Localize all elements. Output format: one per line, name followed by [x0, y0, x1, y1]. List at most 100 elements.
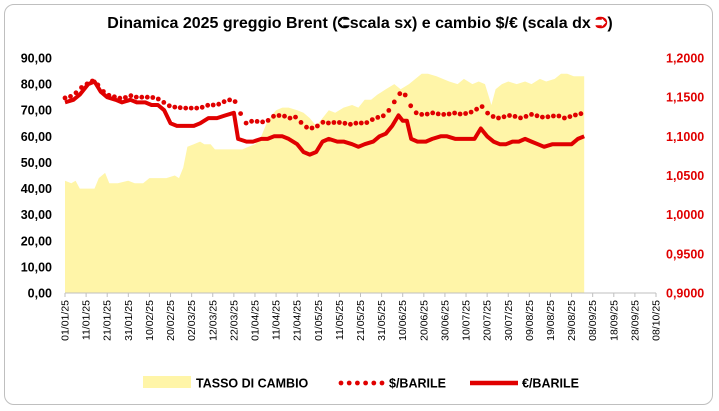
dollar-barile-point [468, 109, 474, 115]
dollar-barile-point [479, 104, 485, 109]
x-tick-label: 19/08/25 [545, 300, 557, 341]
dollar-barile-point [232, 99, 238, 104]
dollar-barile-point [309, 125, 315, 131]
dollar-barile-point [452, 110, 457, 116]
dollar-barile-point [210, 102, 216, 108]
dollar-barile-point [249, 118, 255, 124]
dollar-barile-point [446, 111, 452, 117]
dollar-barile-point [150, 95, 156, 100]
x-tick-label: 11/01/25 [81, 300, 93, 340]
x-tick-label: 08/09/25 [587, 300, 599, 341]
dollar-barile-point [331, 120, 337, 125]
y-left-tick-label: 0,00 [28, 287, 52, 301]
dollar-barile-point [282, 113, 287, 119]
dollar-barile-point [337, 120, 342, 125]
x-tick-label: 18/09/25 [608, 300, 620, 341]
dollar-barile-point [221, 99, 227, 105]
x-tick-label: 21/04/25 [292, 300, 304, 341]
dollar-barile-point [155, 96, 161, 102]
dollar-barile-point [457, 111, 463, 117]
dollar-barile-point [567, 114, 573, 119]
x-tick-label: 01/01/25 [60, 300, 72, 341]
y-right-tick-label: 1,1000 [666, 130, 704, 144]
y-left-tick-label: 40,00 [21, 182, 52, 196]
legend-label-tasso: TASSO DI CAMBIO [196, 377, 309, 391]
dollar-barile-point [562, 115, 567, 121]
dollar-barile-point [441, 112, 447, 117]
dollar-barile-point [364, 120, 370, 125]
x-tick-label: 10/06/25 [397, 300, 409, 341]
dollar-barile-point [419, 112, 425, 117]
x-tick-label: 01/04/25 [249, 300, 261, 341]
dollar-barile-point [172, 104, 178, 110]
x-tick-label: 21/01/25 [102, 300, 114, 341]
dollar-barile-point [474, 106, 479, 112]
dollar-barile-point [166, 103, 172, 109]
dollar-barile-point [287, 115, 293, 121]
dollar-barile-point [227, 97, 233, 103]
dollar-barile-point [463, 111, 468, 116]
plot-area [62, 73, 585, 293]
x-tick-label: 09/08/25 [524, 300, 536, 341]
dollar-barile-point [496, 115, 501, 121]
y-left-tick-label: 70,00 [21, 104, 52, 118]
dollar-barile-point [243, 120, 249, 126]
dollar-barile-point [304, 124, 309, 130]
dollar-barile-point [260, 119, 265, 125]
dollar-barile-point [529, 112, 534, 117]
x-tick-label: 11/05/25 [334, 300, 346, 340]
dollar-barile-point [435, 111, 441, 117]
y-left-tick-label: 50,00 [21, 156, 52, 170]
dollar-barile-point [369, 117, 375, 122]
dollar-barile-point [430, 110, 436, 116]
dollar-barile-point [534, 113, 540, 119]
dollar-barile-point [188, 105, 194, 111]
dollar-barile-point [298, 120, 304, 125]
x-tick-label: 31/05/25 [376, 300, 388, 341]
y-right-tick-label: 1,2000 [666, 52, 704, 66]
dollar-barile-point [413, 110, 419, 116]
dollar-barile-point [386, 108, 392, 113]
legend-label-euro: €/BARILE [522, 377, 579, 391]
dollar-barile-point [68, 94, 73, 99]
chart-title-part-1: Dinamica 2025 greggio Brent ( [107, 15, 338, 32]
dollar-barile-point [139, 94, 145, 100]
legend-swatch-dot [346, 380, 352, 386]
x-tick-label: 22/03/25 [228, 300, 240, 341]
series-euro-barile-line [64, 79, 585, 157]
dollar-barile-point [512, 114, 518, 119]
dollar-barile-point [507, 113, 512, 118]
dollar-barile-point [380, 113, 386, 119]
dollar-barile-point [326, 120, 331, 126]
y-right-tick-label: 0,9000 [666, 287, 704, 301]
x-tick-label: 30/06/25 [439, 300, 451, 341]
x-tick-label: 01/05/25 [313, 300, 325, 341]
dollar-barile-point [123, 95, 128, 100]
dollar-barile-point [62, 95, 68, 101]
dollar-barile-point [501, 114, 507, 120]
x-tick-label: 02/03/25 [186, 300, 198, 341]
dollar-barile-point [545, 114, 551, 120]
legend-swatch-area [143, 376, 191, 388]
dollar-barile-point [265, 118, 271, 123]
x-tick-label: 10/07/25 [461, 300, 473, 341]
dollar-barile-point [358, 120, 364, 126]
axes: 0,00 10,00 20,00 30,00 40,00 50,00 60,00 70,00 8… [21, 52, 705, 341]
x-tick-label: 28/09/25 [629, 300, 641, 341]
dollar-barile-point [320, 119, 326, 125]
dollar-barile-point [342, 120, 348, 126]
x-tick-label: 30/07/25 [503, 300, 515, 341]
dollar-barile-point [177, 105, 183, 111]
dollar-barile-point [353, 120, 359, 126]
dollar-barile-point [199, 104, 205, 110]
dollar-barile-point [424, 111, 430, 117]
right-arrow-icon: ⮊ [595, 15, 607, 32]
dollar-barile-point [73, 90, 79, 96]
series-tasso-di-cambio-area [65, 73, 585, 293]
dollar-barile-point [573, 112, 578, 118]
legend-swatch-dot [355, 380, 360, 386]
x-tick-label: 12/03/25 [207, 300, 219, 341]
legend: TASSO DI CAMBIO $/BARILE €/BARILE [143, 376, 579, 391]
dollar-barile-point [276, 113, 282, 118]
